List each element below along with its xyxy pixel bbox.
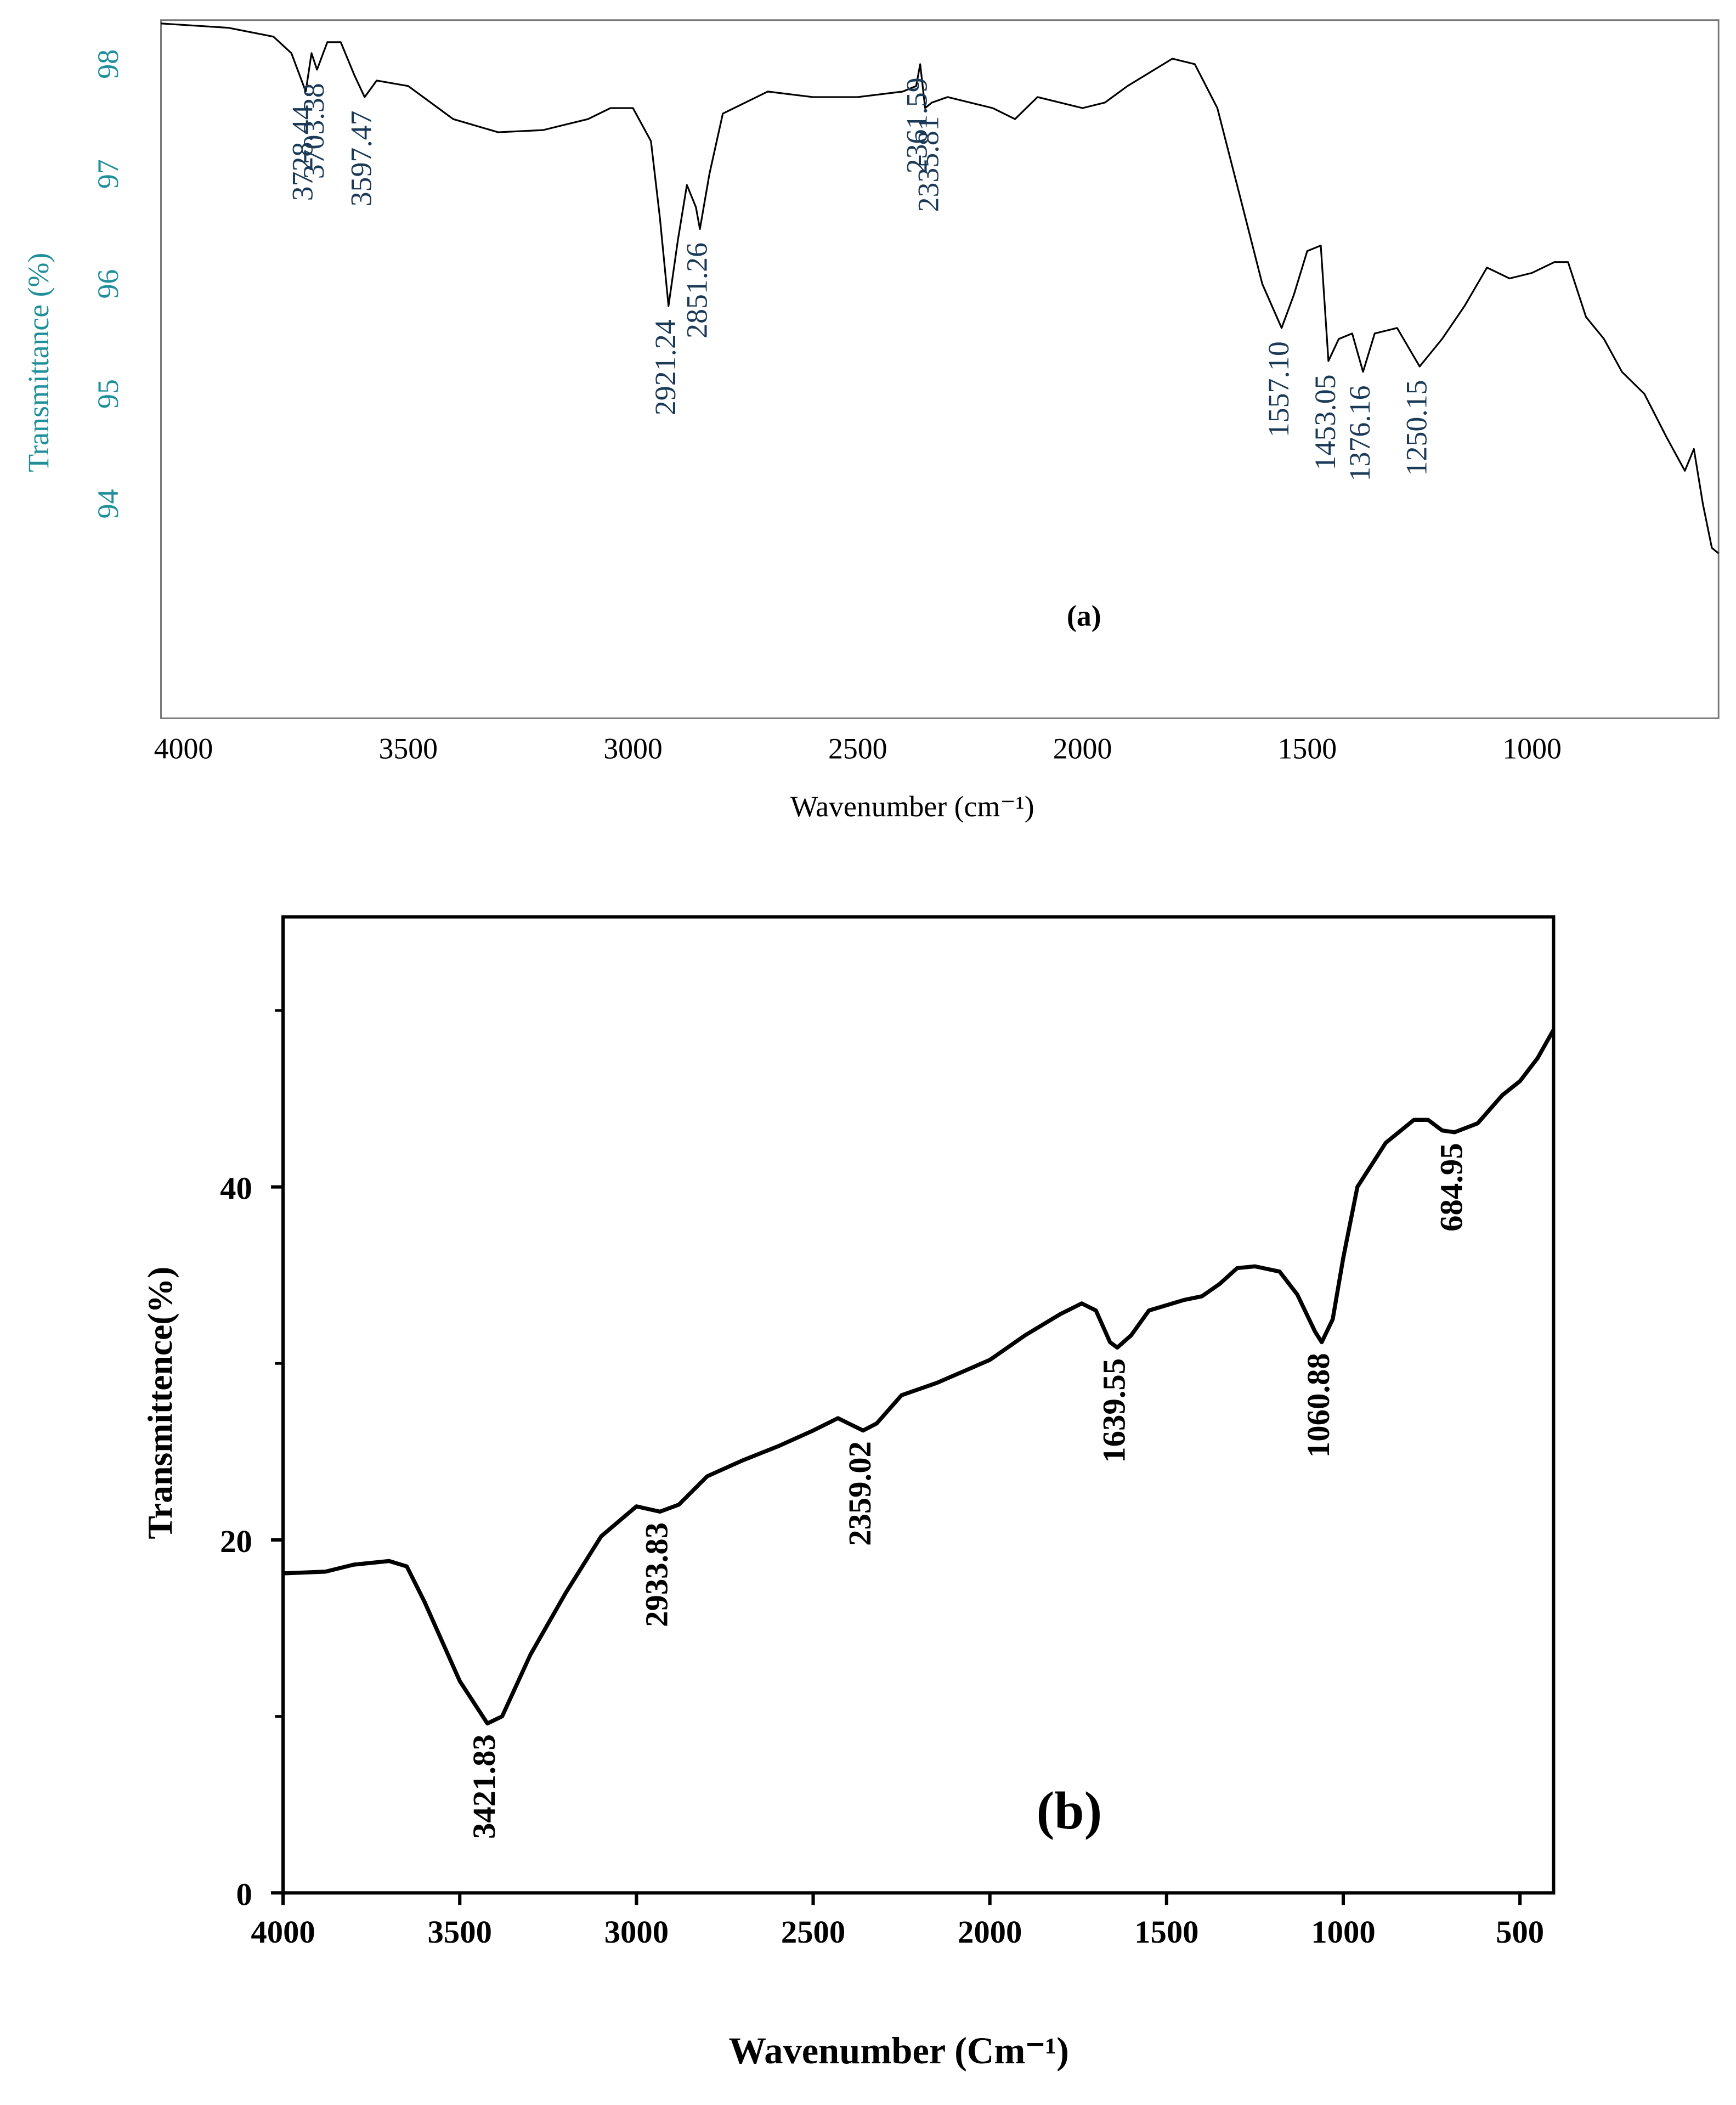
y-tick-label: 0	[236, 1876, 252, 1912]
x-tick-label: 1500	[1134, 1914, 1198, 1950]
plot-frame	[281, 915, 1556, 1895]
peak-label: 3728.44	[286, 105, 319, 201]
peak-label: 1060.88	[1300, 1353, 1336, 1458]
peak-label: 3421.83	[466, 1734, 502, 1839]
y-tick-label: 94	[92, 489, 125, 518]
peak-label: 2921.24	[649, 319, 682, 415]
x-tick-label: 2000	[1053, 732, 1112, 765]
x-tick-label: 2000	[958, 1914, 1022, 1950]
panel-b: 4000 3500 3000 2500 2000 1500 1000 500 0 20 40 3421…	[140, 915, 1556, 2072]
x-axis-label: Wavenumber (cm⁻¹)	[790, 790, 1034, 823]
x-tick-label: 3500	[428, 1914, 492, 1950]
panel-label: (a)	[1067, 599, 1101, 632]
x-tick-label: 3000	[604, 1914, 669, 1950]
y-tick-label: 40	[220, 1171, 252, 1206]
x-tick-label: 1500	[1278, 732, 1337, 765]
x-tick-label: 2500	[828, 732, 887, 765]
peak-label: 2933.83	[639, 1522, 675, 1627]
spectrum-line	[282, 1029, 1556, 1726]
peak-label: 1376.16	[1343, 385, 1376, 481]
x-tick-label: 3500	[378, 732, 438, 765]
y-tick-label: 98	[92, 49, 125, 79]
x-tick-label: 4000	[154, 732, 213, 765]
y-tick-label: 20	[220, 1523, 252, 1559]
peak-label: 684.95	[1433, 1143, 1469, 1231]
panel-label: (b)	[1037, 1781, 1102, 1841]
x-tick-label: 1000	[1502, 732, 1562, 765]
y-axis-label: Transmittence(%)	[140, 1267, 179, 1539]
x-tick-label: 500	[1496, 1914, 1544, 1950]
y-axis-label: Transmittance (%)	[22, 253, 55, 472]
peak-label: 1250.15	[1400, 380, 1433, 476]
peak-label: 1557.10	[1262, 341, 1295, 437]
peak-label: 2335.81	[912, 116, 945, 212]
x-axis-label: Wavenumber (Cm⁻¹)	[729, 2030, 1069, 2072]
spectrum-line	[161, 22, 1720, 554]
x-tick-label: 3000	[603, 732, 663, 765]
peak-label: 1453.05	[1309, 374, 1342, 470]
x-tick-label: 4000	[251, 1914, 315, 1950]
y-tick-label: 95	[92, 379, 125, 409]
plot-frame	[160, 19, 1720, 719]
x-tick-label: 2500	[781, 1914, 845, 1950]
x-tick-label: 1000	[1311, 1914, 1375, 1950]
y-tick-label: 96	[92, 269, 125, 299]
peak-label: 1639.55	[1096, 1358, 1132, 1463]
peak-label: 2851.26	[680, 242, 713, 338]
y-tick-label: 97	[92, 159, 125, 189]
peak-label: 3597.47	[345, 110, 378, 206]
panel-a: 4000 3500 3000 2500 2000 1500 1000 94 95 96 97 98 37…	[22, 19, 1720, 823]
peak-label: 3703.38	[297, 83, 330, 179]
peak-label: 2359.02	[842, 1441, 878, 1546]
peak-label: 2361.59	[901, 77, 934, 173]
